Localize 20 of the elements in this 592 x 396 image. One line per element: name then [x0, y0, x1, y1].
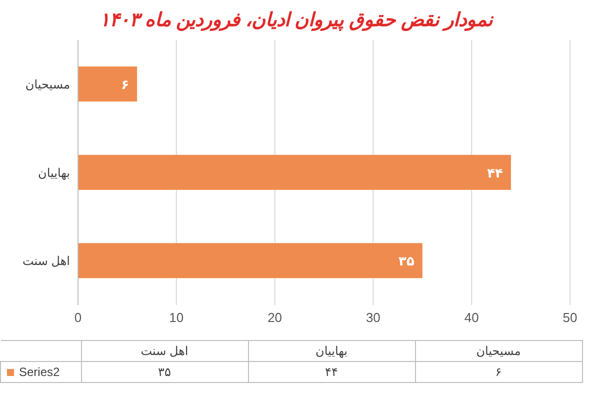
text: ۴۴ — [325, 365, 338, 379]
x-tick-label: 40 — [464, 310, 479, 326]
data-label: ۶ — [121, 77, 130, 92]
x-tick-label: 50 — [562, 310, 578, 326]
x-tick-label: 20 — [268, 310, 282, 326]
text: ۳۵ — [158, 365, 171, 379]
y-tick-label: مسیحیان — [25, 77, 70, 92]
category-label: اهل سنت — [140, 344, 188, 358]
text: ۶ — [495, 365, 502, 379]
chart-title: نمودار نقض حقوق پیروان ادیان، فروردین ماه ۱۴۰۳ — [98, 9, 495, 32]
data-label: ۴۴ — [487, 165, 504, 180]
x-tick-label: 0 — [74, 310, 82, 326]
category-label: بهاییان — [316, 344, 348, 358]
x-tick-label: 10 — [169, 310, 184, 326]
category-label: مسیحیان — [476, 344, 521, 358]
legend-label: Series2 — [0, 362, 81, 382]
y-tick-label: اهل سنت — [22, 254, 70, 268]
x-tick-label: 30 — [366, 310, 380, 326]
data-label: ۳۵ — [398, 254, 414, 269]
y-tick-label: بهاییان — [38, 166, 70, 180]
